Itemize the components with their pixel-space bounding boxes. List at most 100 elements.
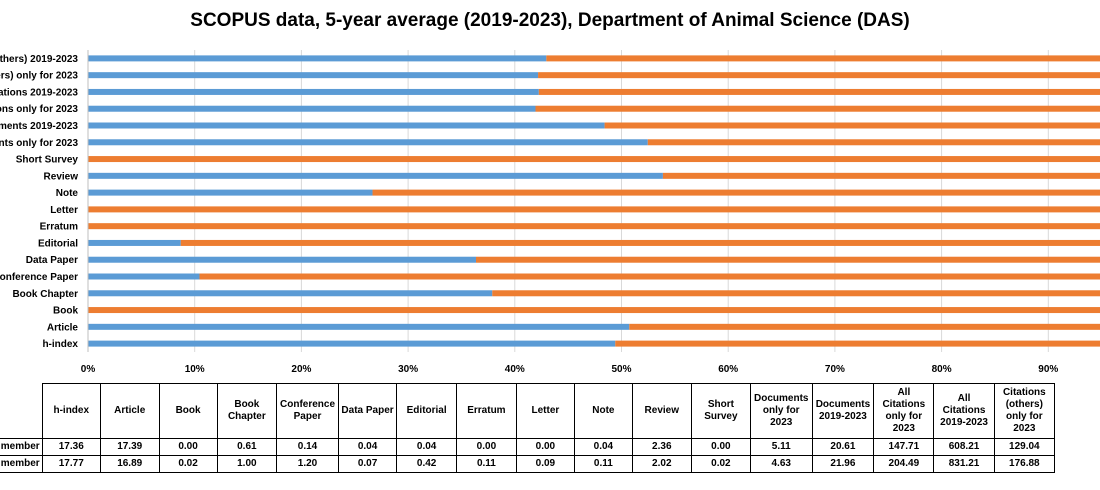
table-column-header: Conference Paper	[276, 383, 339, 439]
bar-per-aua-member	[629, 323, 1100, 330]
bar-per-das-member	[88, 290, 493, 297]
bar-per-aua-member	[88, 156, 1100, 163]
bar-per-das-member	[88, 122, 605, 129]
table-cell: 176.88	[993, 455, 1056, 473]
bar-per-aua-member	[538, 88, 1100, 95]
table-cell: 0.02	[690, 455, 751, 473]
table-cell: 2.02	[631, 455, 692, 473]
table-cell: 0.11	[456, 455, 517, 473]
table-cell: 17.36	[41, 438, 101, 456]
x-tick-label: 80%	[932, 364, 952, 375]
chart-title: SCOPUS data, 5-year average (2019-2023),…	[190, 10, 910, 31]
bar-per-aua-member	[88, 307, 1100, 314]
bar-per-das-member	[88, 172, 663, 179]
bar-per-das-member	[88, 256, 476, 263]
bar-per-das-member	[88, 139, 648, 146]
table-cell: 0.04	[396, 438, 458, 456]
table-cell: 17.77	[41, 455, 101, 473]
table-column-header: Data Paper	[337, 383, 398, 439]
y-category-label: Book	[53, 306, 78, 317]
bar-per-aua-member	[492, 290, 1100, 297]
table-corner	[0, 383, 43, 439]
table-column-header: Erratum	[456, 383, 517, 439]
y-category-label: Article	[47, 322, 79, 333]
y-category-label: Citations (others) 2019-2023	[0, 54, 78, 65]
y-category-label: Documents only for 2023	[0, 138, 78, 149]
bar-per-aua-member	[535, 105, 1100, 112]
bar-per-aua-member	[199, 273, 1100, 280]
table-column-header: Documents 2019-2023	[811, 383, 875, 439]
table-cell: 0.02	[158, 455, 218, 473]
y-category-label: All Citations 2019-2023	[0, 87, 78, 98]
y-category-label: Conference Paper	[0, 272, 78, 283]
table-column-header: Short Survey	[690, 383, 751, 439]
data-table: h-index Article Book Book Chapter Conference…	[0, 383, 1056, 473]
table-column-header: Editorial	[396, 383, 458, 439]
x-tick-label: 0%	[81, 364, 96, 375]
table-column-header: Note	[574, 383, 633, 439]
bar-per-aua-member	[604, 122, 1100, 129]
table-row: Per DAS member17.3617.390.000.610.140.04…	[0, 438, 1056, 456]
table-column-header: All Citations 2019-2023	[933, 383, 995, 439]
table-column-header: Article	[99, 383, 160, 439]
bar-per-das-member	[88, 273, 200, 280]
table-column-header: Review	[631, 383, 692, 439]
table-cell: 129.04	[993, 438, 1056, 456]
table-cell: 0.04	[337, 438, 398, 456]
table-cell: 0.00	[456, 438, 517, 456]
y-category-label: Documents 2019-2023	[0, 121, 78, 132]
table-column-header: Citations (others) only for 2023	[993, 383, 1056, 439]
table-cell: 147.71	[873, 438, 935, 456]
y-category-label: Letter	[50, 205, 78, 216]
x-tick-label: 10%	[185, 364, 205, 375]
stacked-bar-chart: 0% 10% 20% 30% 40% 50% 60% 70% 80% 90% h-index Arti…	[0, 50, 1100, 375]
table-row-header: Per DAS member	[0, 438, 43, 456]
table-column-header: Book	[158, 383, 218, 439]
table-cell: 2.36	[631, 438, 692, 456]
bar-per-aua-member	[647, 139, 1100, 146]
bar-per-das-member	[88, 88, 539, 95]
bar-per-das-member	[88, 105, 536, 112]
bar-per-das-member	[88, 239, 181, 246]
table-cell: 1.20	[276, 455, 339, 473]
x-tick-label: 40%	[505, 364, 525, 375]
y-category-label: h-index	[42, 339, 78, 350]
y-category-label: Data Paper	[26, 255, 78, 266]
bar-per-das-member	[88, 189, 373, 196]
table-cell: 0.00	[158, 438, 218, 456]
bar-per-das-member	[88, 72, 539, 79]
table-cell: 0.00	[690, 438, 751, 456]
table-cell: 16.89	[99, 455, 160, 473]
x-tick-label: 50%	[611, 364, 631, 375]
y-category-label: Note	[56, 188, 79, 199]
table-cell: 21.96	[811, 455, 875, 473]
y-category-label: Short Survey	[16, 155, 79, 166]
bar-per-aua-member	[476, 256, 1100, 263]
x-tick-label: 30%	[398, 364, 418, 375]
table-cell: 831.21	[933, 455, 995, 473]
table-cell: 608.21	[933, 438, 995, 456]
bar-per-das-member	[88, 323, 630, 330]
bar-per-das-member	[88, 55, 547, 62]
y-category-label: Citations (others) only for 2023	[0, 71, 78, 82]
table-cell: 0.11	[574, 455, 633, 473]
x-tick-label: 70%	[825, 364, 845, 375]
table-column-header: Documents only for 2023	[749, 383, 813, 439]
table-column-header: Letter	[515, 383, 576, 439]
table-cell: 0.42	[396, 455, 458, 473]
table-cell: 0.61	[216, 438, 278, 456]
bar-per-aua-member	[615, 340, 1100, 347]
bar-per-aua-member	[88, 206, 1100, 213]
table-cell: 4.63	[749, 455, 813, 473]
x-tick-label: 60%	[718, 364, 738, 375]
table-row-header: Per AUA member	[0, 455, 43, 473]
x-tick-label: 20%	[291, 364, 311, 375]
table-cell: 5.11	[749, 438, 813, 456]
table-cell: 0.14	[276, 438, 339, 456]
table-body: Per DAS member17.3617.390.000.610.140.04…	[0, 438, 1056, 473]
y-category-label: All Citations only for 2023	[0, 104, 78, 115]
table-cell: 1.00	[216, 455, 278, 473]
table-column-header: Book Chapter	[216, 383, 278, 439]
table-column-header: All Citations only for 2023	[873, 383, 935, 439]
table-column-header: h-index	[41, 383, 101, 439]
